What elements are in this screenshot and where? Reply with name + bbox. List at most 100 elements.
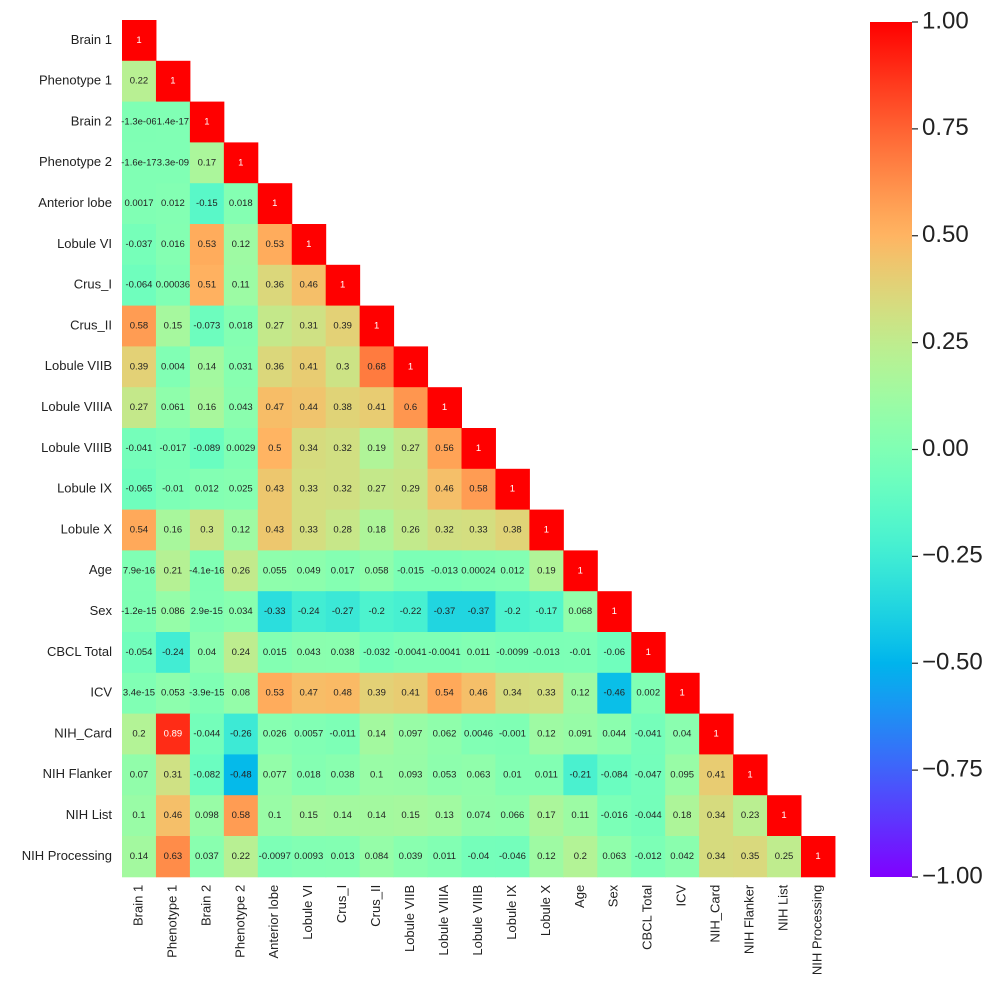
cell — [223, 795, 259, 837]
cell — [155, 509, 191, 551]
cell-label: 0.042 — [670, 851, 694, 862]
cell-label: 0.0046 — [464, 729, 493, 740]
cell — [122, 142, 157, 184]
cell — [529, 754, 564, 796]
cell-label: 0.12 — [232, 239, 251, 250]
cell — [189, 183, 225, 225]
cell — [427, 428, 462, 470]
cell — [631, 713, 666, 755]
cell — [155, 60, 191, 103]
cell-label: -0.0099 — [496, 647, 528, 658]
cell — [767, 836, 802, 878]
cell — [291, 632, 327, 674]
cell-label: 1 — [781, 810, 786, 821]
cell-label: 0.14 — [333, 810, 352, 821]
cell-label: 0.061 — [161, 402, 185, 413]
cell-label: 0.063 — [602, 851, 626, 862]
cell — [665, 795, 700, 837]
cell-label: 0.39 — [367, 688, 386, 699]
cell-label: 0.044 — [602, 729, 626, 740]
cell — [257, 428, 293, 470]
cell-label: -1.2e-15 — [121, 606, 156, 617]
cell — [359, 509, 395, 551]
cell-label: -0.017 — [159, 443, 186, 454]
cell-label: 7.9e-16 — [123, 565, 155, 576]
cell — [122, 550, 157, 592]
x-tick-label: CBCL Total — [640, 885, 655, 950]
cell-label: -0.016 — [601, 810, 628, 821]
cell-label: 0.053 — [161, 688, 185, 699]
cell-label: 0.41 — [401, 688, 420, 699]
cell — [597, 591, 632, 633]
cell — [427, 836, 462, 878]
cell — [427, 591, 462, 633]
cell-label: 0.2 — [574, 851, 587, 862]
cell-label: 0.41 — [707, 769, 726, 780]
cell — [155, 183, 191, 225]
cell-label: 0.33 — [299, 525, 318, 536]
cell — [461, 550, 496, 592]
cell-label: -0.089 — [193, 443, 220, 454]
cell-label: 0.026 — [263, 729, 287, 740]
cell-label: 0.58 — [130, 321, 149, 332]
cell-label: 0.0057 — [294, 729, 323, 740]
y-tick-label: Lobule IX — [57, 481, 112, 496]
cell — [122, 60, 157, 103]
cell-label: 0.066 — [501, 810, 525, 821]
cell-label: 0.00036 — [156, 280, 190, 291]
cell — [189, 713, 225, 755]
cell — [257, 836, 293, 878]
cell-label: 0.34 — [299, 443, 318, 454]
cell — [461, 754, 496, 796]
cell-label: 0.098 — [195, 810, 219, 821]
cell-label: 0.89 — [164, 729, 183, 740]
cell — [189, 632, 225, 674]
cell — [325, 713, 361, 755]
cell-label: 0.15 — [164, 321, 183, 332]
cell-label: 0.12 — [537, 729, 556, 740]
cell-label: 0.58 — [232, 810, 251, 821]
cell-label: 0.46 — [164, 810, 183, 821]
cell-label: 0.51 — [198, 280, 217, 291]
cell-label: 0.29 — [401, 484, 420, 495]
cell-label: 0.011 — [433, 851, 456, 862]
cell-label: 0.53 — [266, 239, 285, 250]
cell-label: -1.3e-06 — [121, 117, 156, 128]
cell-label: 0.00024 — [461, 565, 495, 576]
cell-label: 1 — [306, 239, 311, 250]
cell-label: 2.9e-15 — [191, 606, 223, 617]
cell — [597, 632, 632, 674]
cell — [122, 713, 157, 755]
cell-label: 0.14 — [367, 810, 386, 821]
cell — [461, 509, 496, 551]
cell-label: -3.9e-15 — [189, 688, 224, 699]
cell-label: 0.25 — [775, 851, 794, 862]
cell — [291, 672, 327, 715]
cell-label: 0.17 — [537, 810, 556, 821]
cell — [223, 754, 259, 796]
cell-label: 0.12 — [537, 851, 556, 862]
y-tick-label: Lobule VIIB — [45, 358, 112, 373]
x-tick-label: NIH Flanker — [742, 884, 757, 954]
cell-label: 0.038 — [331, 769, 355, 780]
cell — [122, 101, 157, 143]
cell-label: 0.27 — [401, 443, 420, 454]
y-tick-label: Lobule X — [61, 521, 113, 536]
y-tick-label: Brain 1 — [71, 32, 112, 47]
cell-label: 1 — [578, 565, 583, 576]
cell — [733, 795, 768, 837]
cell-label: -0.37 — [468, 606, 490, 617]
cell-label: 0.28 — [333, 525, 352, 536]
cell-label: 0.46 — [469, 688, 488, 699]
cell — [495, 795, 530, 837]
cell — [665, 836, 700, 878]
cell — [359, 713, 395, 755]
cell-label: 1 — [544, 525, 549, 536]
cell-label: 0.43 — [266, 484, 285, 495]
cell-label: 0.21 — [164, 565, 183, 576]
x-tick-label: ICV — [674, 884, 689, 906]
cell — [189, 305, 225, 347]
x-tick-label: NIH Processing — [809, 885, 824, 975]
cell — [631, 795, 666, 837]
